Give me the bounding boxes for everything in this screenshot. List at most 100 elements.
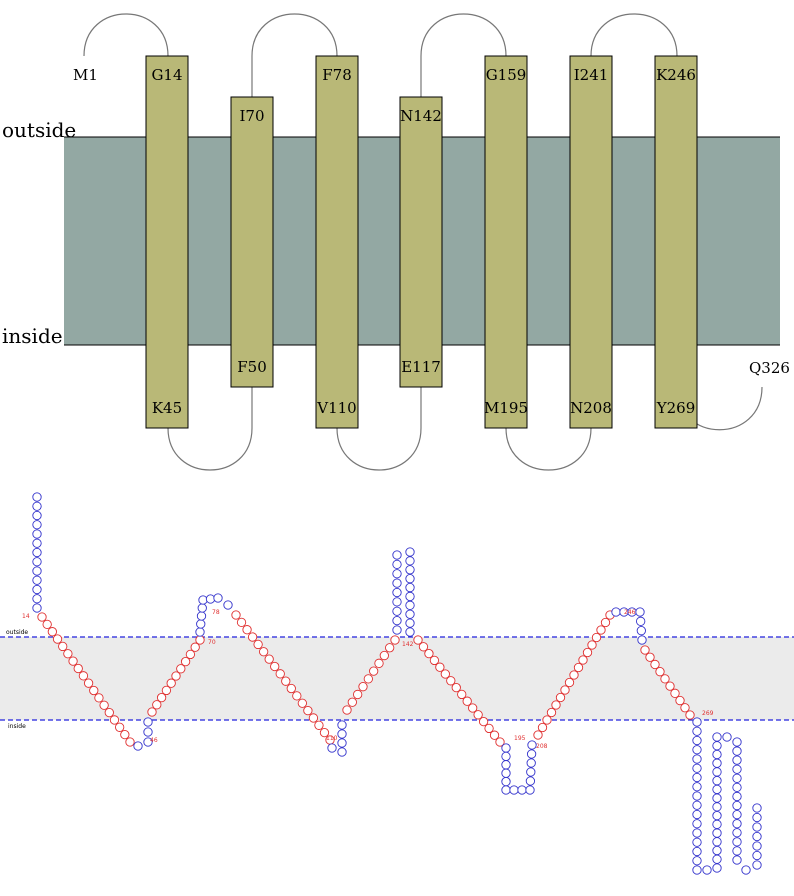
residue xyxy=(253,639,263,650)
residue xyxy=(752,841,762,851)
residue xyxy=(712,863,722,873)
residue xyxy=(712,776,722,786)
residue xyxy=(94,693,104,703)
residue xyxy=(405,574,415,584)
helix-bottom-label: F50 xyxy=(237,358,267,376)
residue xyxy=(314,720,324,730)
residue xyxy=(68,656,78,666)
residue xyxy=(591,632,602,643)
residue xyxy=(63,649,73,659)
helix xyxy=(399,96,443,388)
position-label: 142 xyxy=(402,641,414,648)
position-label: 195 xyxy=(514,735,526,742)
residue xyxy=(692,865,702,875)
residue xyxy=(446,676,456,686)
residue xyxy=(526,749,537,759)
residue xyxy=(509,785,519,795)
residue xyxy=(692,856,702,866)
position-label: 269 xyxy=(702,710,714,717)
residue xyxy=(732,782,742,793)
residue xyxy=(392,587,402,598)
residue xyxy=(596,625,606,635)
residue xyxy=(32,603,42,613)
residue xyxy=(58,641,68,652)
residue xyxy=(120,729,130,740)
helix-bottom-label: M195 xyxy=(484,399,528,417)
residue xyxy=(484,723,494,734)
residue xyxy=(501,776,511,787)
residue xyxy=(650,659,660,670)
residue xyxy=(32,492,42,502)
residue xyxy=(429,655,440,666)
residue xyxy=(392,559,402,570)
residue xyxy=(752,850,762,861)
residue xyxy=(564,677,575,688)
residue xyxy=(32,594,42,604)
residue xyxy=(712,732,722,742)
residue xyxy=(573,662,584,673)
residue xyxy=(197,603,207,613)
residue xyxy=(196,619,206,629)
residue xyxy=(319,727,330,738)
residue xyxy=(752,812,762,823)
position-label: 46 xyxy=(150,737,158,744)
residue xyxy=(635,607,645,617)
residue xyxy=(392,550,402,560)
residue xyxy=(286,683,296,694)
residue xyxy=(78,671,89,681)
residue xyxy=(692,809,702,820)
residue xyxy=(392,569,402,579)
residue xyxy=(611,607,621,617)
position-label: 246 xyxy=(624,609,636,616)
position-label: 78 xyxy=(212,609,220,616)
residue xyxy=(546,707,557,718)
residue xyxy=(405,547,415,557)
residue xyxy=(337,729,347,739)
residue xyxy=(712,854,722,864)
helices: G14 K45 I70 F50 F78 V110 N142 E117 G159 M195 I241 N… xyxy=(145,55,698,429)
residue xyxy=(424,648,434,659)
residue xyxy=(732,746,742,756)
helix-top-label: I70 xyxy=(239,107,264,125)
position-label: 208 xyxy=(536,743,548,750)
residue xyxy=(637,635,647,645)
residue xyxy=(205,594,216,604)
residue xyxy=(166,678,176,688)
position-label: 14 xyxy=(22,613,30,620)
residue xyxy=(32,584,42,595)
residue xyxy=(712,845,722,856)
loops xyxy=(83,13,763,471)
residue xyxy=(405,556,415,566)
residue xyxy=(555,692,566,703)
residue xyxy=(501,768,511,778)
residue xyxy=(185,649,196,660)
residue xyxy=(712,802,722,812)
residue xyxy=(542,715,552,725)
residue xyxy=(32,566,42,576)
residue xyxy=(337,738,347,748)
snake-membrane xyxy=(0,637,794,720)
residue xyxy=(89,685,99,696)
residue xyxy=(670,688,680,698)
residue xyxy=(73,663,83,674)
residue xyxy=(692,754,702,764)
helix-top-label: G159 xyxy=(486,66,527,84)
residue xyxy=(42,619,52,630)
residue xyxy=(527,740,537,750)
residue xyxy=(213,593,223,603)
outside-label: outside xyxy=(2,118,76,142)
residue xyxy=(143,727,153,737)
residue xyxy=(692,819,702,829)
residue xyxy=(198,595,208,605)
residue xyxy=(560,685,570,695)
helix xyxy=(569,55,613,429)
residue xyxy=(223,600,233,610)
residue xyxy=(692,800,702,810)
residue xyxy=(665,681,675,691)
residue xyxy=(587,640,597,650)
residue xyxy=(392,578,402,588)
helix-bottom-label: N208 xyxy=(570,399,612,417)
residue xyxy=(52,634,63,644)
residue xyxy=(712,741,722,751)
residue xyxy=(32,501,42,511)
